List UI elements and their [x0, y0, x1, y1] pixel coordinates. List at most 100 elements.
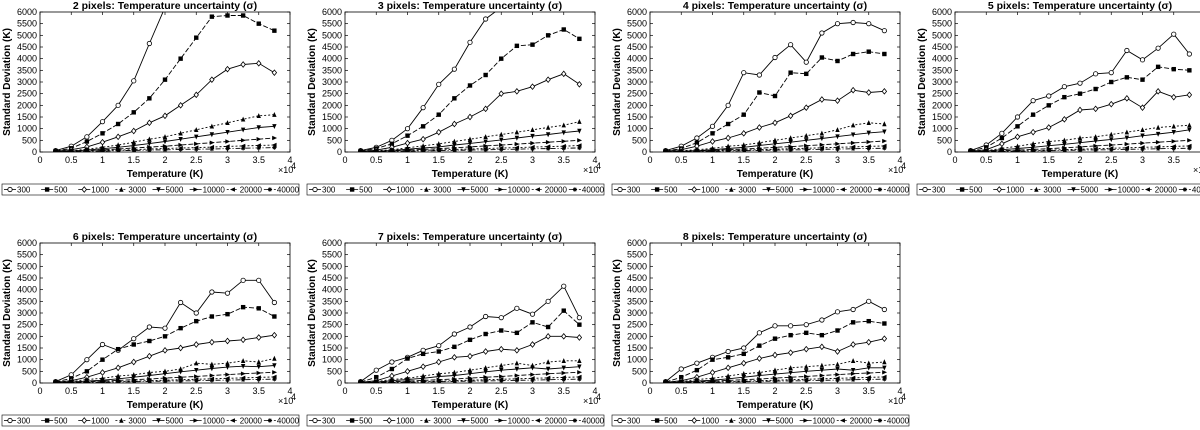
legend-box	[1, 414, 300, 427]
data-point-500	[788, 332, 793, 338]
data-point-10000	[819, 142, 825, 147]
legend: 300 500 1000 3000 5000 10000 20000 40000	[1, 183, 300, 196]
data-point-500	[84, 139, 90, 144]
data-point-1000	[741, 130, 747, 137]
data-point-40000	[725, 148, 731, 152]
y-tick-label: 4000	[17, 285, 37, 295]
data-point-10000	[882, 370, 888, 375]
data-point-300	[881, 28, 887, 34]
data-point-1000	[1046, 124, 1052, 131]
legend-label: 1000	[396, 417, 414, 426]
data-point-40000	[374, 149, 379, 152]
axes-box	[344, 11, 596, 153]
chart-title: 8 pixels: Temperature uncertainty (σ)	[683, 231, 867, 243]
data-point-500	[999, 135, 1005, 141]
data-point-1000	[787, 112, 794, 120]
data-point-40000	[514, 378, 520, 383]
data-point-5000	[788, 370, 793, 376]
legend-marker-300	[617, 186, 623, 193]
data-point-300	[834, 309, 841, 315]
data-point-40000	[577, 376, 582, 382]
legend-marker-1000	[386, 417, 392, 424]
x-tick-label: 2.5	[190, 155, 203, 165]
data-point-40000	[1171, 146, 1176, 151]
data-point-500	[467, 83, 473, 88]
series-line-40000	[665, 147, 885, 152]
data-point-1000	[803, 345, 809, 353]
legend-label: 10000	[1118, 186, 1141, 195]
data-point-1000	[1124, 95, 1130, 102]
data-point-500	[804, 330, 809, 336]
data-point-3000	[467, 367, 473, 373]
data-point-500	[178, 56, 183, 61]
data-point-10000	[483, 374, 489, 380]
legend-label: 40000	[887, 417, 910, 426]
data-point-40000	[452, 379, 457, 383]
data-point-500	[499, 328, 504, 333]
data-point-5000	[483, 369, 488, 375]
data-point-1000	[834, 97, 841, 104]
data-point-300	[131, 336, 137, 342]
data-point-5000	[772, 141, 778, 147]
data-point-3000	[256, 359, 261, 365]
x-tick-label: 2.5	[495, 155, 508, 165]
data-point-3000	[162, 134, 168, 140]
data-point-10000	[209, 140, 215, 145]
data-point-10000	[240, 371, 246, 376]
legend-marker-300	[7, 417, 13, 424]
data-point-1000	[866, 338, 872, 346]
data-point-5000	[178, 136, 183, 142]
data-point-10000	[1093, 143, 1099, 149]
x-tick-label: 0	[647, 155, 652, 165]
data-point-1000	[436, 358, 442, 366]
legend-label: 1000	[396, 186, 414, 195]
data-point-1000	[850, 341, 856, 348]
data-point-40000	[162, 378, 168, 383]
data-point-5000	[162, 139, 168, 145]
series-line-40000	[360, 378, 580, 383]
data-point-1000	[99, 369, 106, 376]
data-point-40000	[1015, 149, 1020, 152]
x-tick-label: 2.5	[1105, 155, 1118, 165]
data-point-500	[272, 314, 277, 319]
data-point-1000	[1014, 133, 1021, 141]
data-point-10000	[178, 142, 184, 148]
y-tick-label: 6000	[17, 7, 37, 17]
data-point-3000	[240, 116, 246, 122]
data-point-3000	[1077, 135, 1083, 141]
data-point-500	[710, 357, 715, 362]
x-axis-label: Temperature (K)	[432, 400, 509, 411]
data-point-300	[1186, 51, 1192, 57]
legend-label: 300	[932, 186, 946, 195]
data-point-500	[1124, 75, 1130, 80]
x-tick-label: 3	[225, 386, 230, 396]
chart-title: 4 pixels: Temperature uncertainty (σ)	[683, 0, 867, 12]
data-point-40000	[84, 149, 90, 152]
data-point-5000	[420, 376, 426, 382]
x-tick-label: 0	[342, 386, 347, 396]
data-point-1000	[498, 90, 504, 97]
y-tick-label: 0	[32, 147, 37, 157]
legend-marker-300	[617, 417, 623, 424]
y-tick-label: 1000	[627, 124, 647, 134]
data-point-300	[788, 323, 794, 329]
data-point-40000	[84, 380, 90, 383]
data-point-300	[1030, 98, 1036, 104]
legend-marker-500	[44, 187, 50, 192]
data-point-1000	[482, 105, 489, 113]
data-point-10000	[545, 140, 551, 145]
data-point-5000	[577, 128, 582, 134]
chart-title: 5 pixels: Temperature uncertainty (σ)	[988, 0, 1172, 12]
y-tick-label: 6000	[932, 7, 952, 17]
x-tick-label: 3.5	[252, 155, 265, 165]
legend-marker-500	[654, 418, 660, 423]
data-point-1000	[819, 343, 825, 351]
data-point-300	[803, 59, 809, 65]
y-tick-label: 0	[947, 147, 952, 157]
data-point-40000	[757, 379, 762, 383]
data-point-500	[694, 140, 700, 145]
data-point-3000	[819, 130, 825, 136]
data-point-1000	[99, 138, 106, 146]
axes-box	[39, 11, 291, 153]
data-point-500	[530, 320, 535, 325]
